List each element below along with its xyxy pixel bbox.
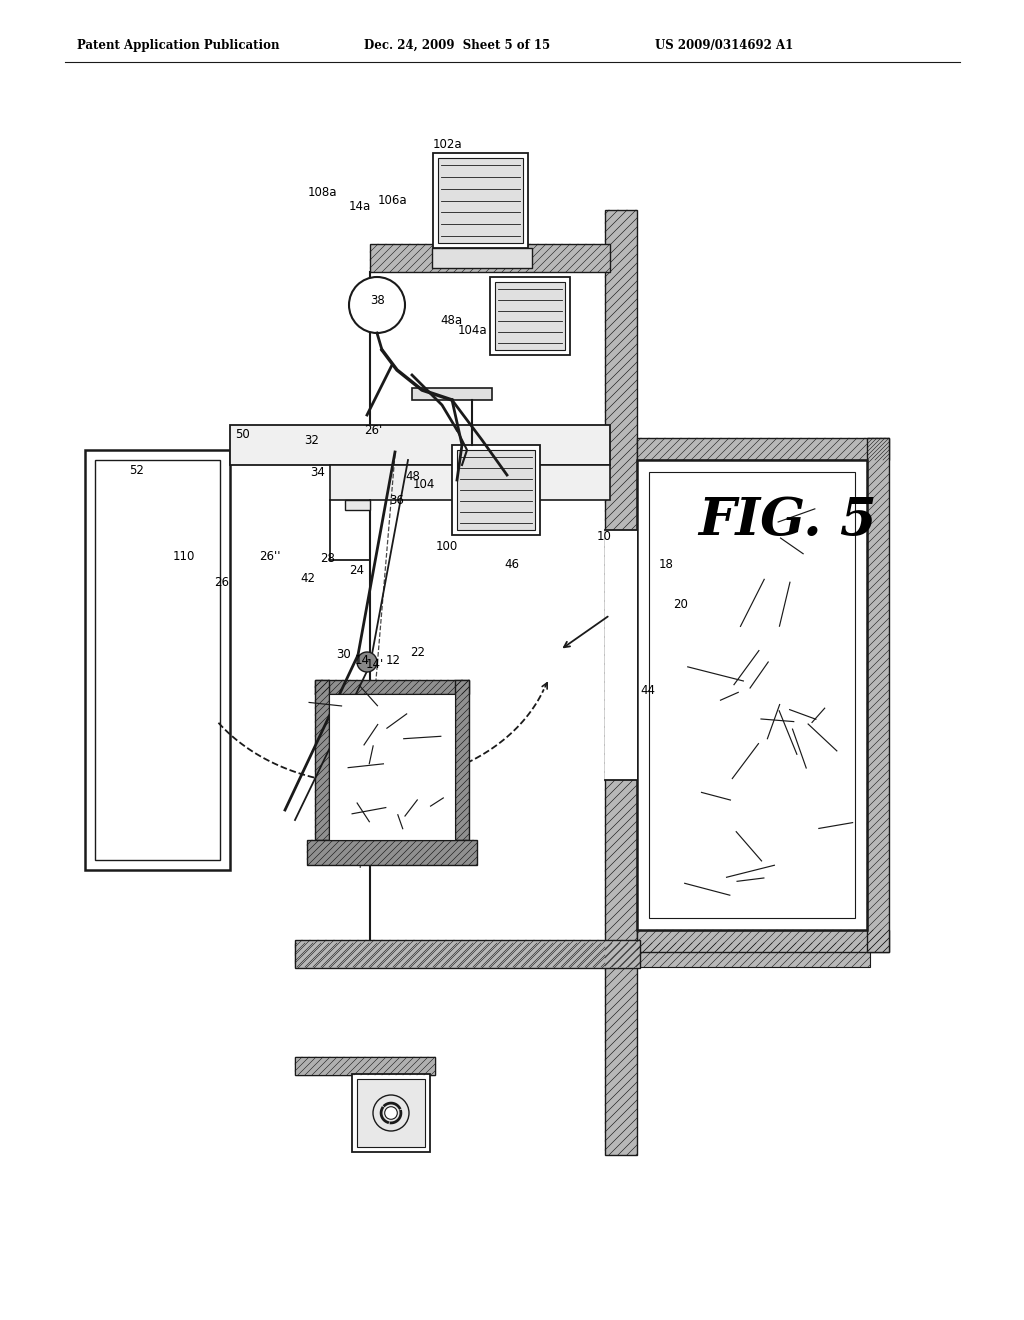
Text: 108a: 108a bbox=[307, 186, 337, 199]
Bar bbox=[357, 1078, 425, 1147]
Text: 104: 104 bbox=[413, 478, 435, 491]
Text: 26'': 26'' bbox=[259, 549, 281, 562]
Bar bbox=[330, 465, 610, 500]
Text: 50: 50 bbox=[234, 428, 250, 441]
Text: 34: 34 bbox=[310, 466, 326, 479]
Bar bbox=[495, 282, 565, 350]
Bar bbox=[867, 438, 889, 952]
Bar bbox=[438, 158, 523, 243]
Text: 48a: 48a bbox=[440, 314, 462, 326]
Text: 102a: 102a bbox=[432, 139, 462, 152]
Text: 38: 38 bbox=[371, 293, 385, 306]
Polygon shape bbox=[85, 450, 230, 870]
Text: 14a: 14a bbox=[349, 199, 371, 213]
Bar bbox=[230, 425, 610, 465]
Text: 26': 26' bbox=[364, 424, 382, 437]
Text: 12: 12 bbox=[385, 653, 400, 667]
Bar bbox=[455, 680, 469, 840]
Text: 44: 44 bbox=[640, 684, 655, 697]
Bar bbox=[295, 942, 605, 968]
Text: 30: 30 bbox=[337, 648, 351, 661]
Circle shape bbox=[349, 277, 406, 333]
Bar bbox=[307, 840, 477, 865]
Bar bbox=[95, 459, 220, 861]
Text: 22: 22 bbox=[411, 645, 426, 659]
Bar bbox=[637, 931, 889, 952]
Text: 26: 26 bbox=[214, 576, 229, 589]
Bar bbox=[637, 438, 889, 459]
Text: 18: 18 bbox=[658, 557, 674, 570]
Bar bbox=[649, 473, 855, 917]
Bar bbox=[295, 1057, 435, 1074]
Text: 14': 14' bbox=[366, 659, 384, 672]
Text: 20: 20 bbox=[674, 598, 688, 610]
Text: 24: 24 bbox=[349, 564, 365, 577]
Bar bbox=[605, 210, 637, 1155]
Bar bbox=[490, 277, 570, 355]
Bar bbox=[637, 459, 867, 931]
Bar bbox=[457, 450, 535, 531]
Bar bbox=[295, 1057, 435, 1074]
Bar bbox=[412, 388, 492, 400]
Bar bbox=[295, 940, 640, 968]
Text: 10: 10 bbox=[597, 531, 611, 544]
Text: 46: 46 bbox=[505, 557, 519, 570]
Bar bbox=[452, 445, 540, 535]
Text: Dec. 24, 2009  Sheet 5 of 15: Dec. 24, 2009 Sheet 5 of 15 bbox=[364, 38, 550, 51]
Bar bbox=[315, 680, 329, 840]
Bar bbox=[329, 694, 455, 840]
Text: Patent Application Publication: Patent Application Publication bbox=[77, 38, 280, 51]
Text: 28: 28 bbox=[321, 552, 336, 565]
Bar bbox=[432, 248, 532, 268]
Text: 42: 42 bbox=[300, 572, 315, 585]
Text: FIG. 5: FIG. 5 bbox=[698, 495, 877, 545]
Text: 32: 32 bbox=[304, 433, 319, 446]
Bar bbox=[605, 531, 637, 780]
Text: 100: 100 bbox=[436, 540, 458, 553]
Bar bbox=[352, 1074, 430, 1152]
Text: US 2009/0314692 A1: US 2009/0314692 A1 bbox=[655, 38, 794, 51]
Text: 14: 14 bbox=[354, 653, 370, 667]
Text: 106a: 106a bbox=[377, 194, 407, 206]
Text: 110: 110 bbox=[173, 549, 196, 562]
Circle shape bbox=[357, 652, 377, 672]
Text: 104a: 104a bbox=[457, 323, 486, 337]
Bar bbox=[370, 244, 610, 272]
Text: 48: 48 bbox=[406, 470, 421, 483]
Bar bbox=[433, 153, 528, 248]
Bar bbox=[605, 942, 870, 968]
Text: 36: 36 bbox=[389, 494, 404, 507]
Circle shape bbox=[385, 1106, 397, 1119]
Text: 52: 52 bbox=[130, 463, 144, 477]
Bar bbox=[345, 500, 370, 510]
Bar bbox=[315, 680, 469, 694]
